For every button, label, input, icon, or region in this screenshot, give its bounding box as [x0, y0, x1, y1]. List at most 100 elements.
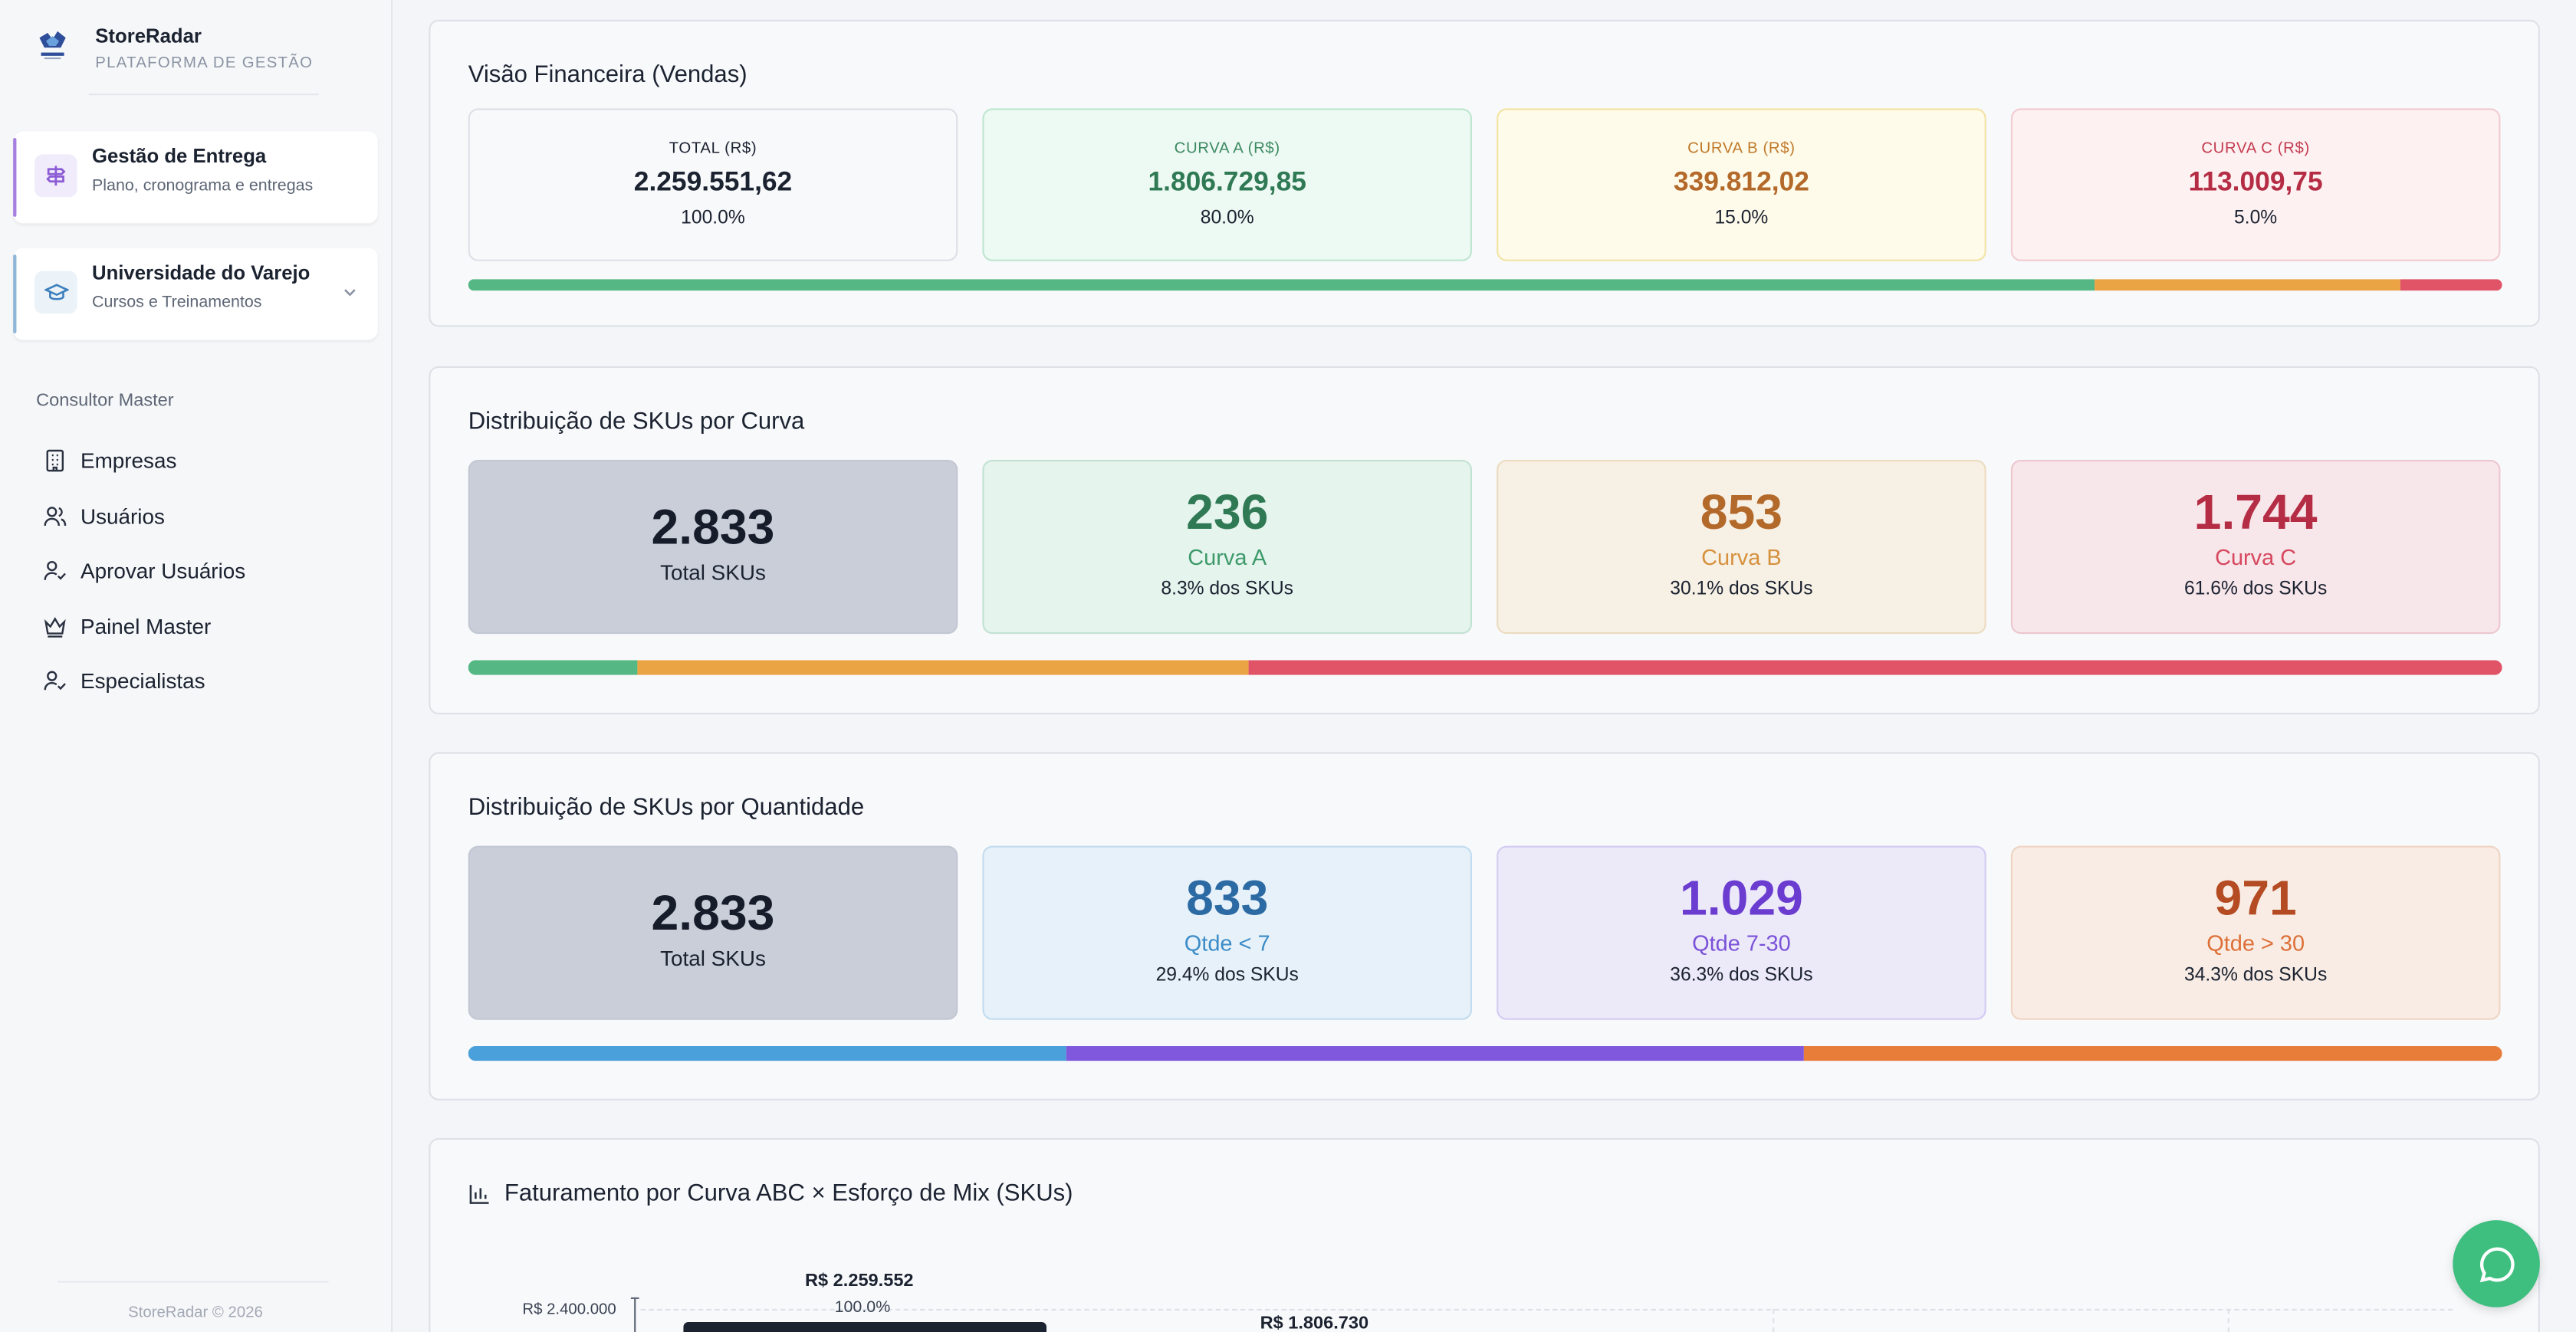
- chat-button[interactable]: [2453, 1220, 2540, 1307]
- nav-card-gestao-entrega[interactable]: Gestão de Entrega Plano, cronograma e en…: [13, 131, 378, 224]
- tile-pct: 80.0%: [1200, 208, 1254, 228]
- tile-value: 113.009,75: [2188, 167, 2323, 198]
- fin-tile-curva-b: CURVA B (R$) 339.812,02 15.0%: [1497, 108, 1986, 261]
- bar-pct-label: 100.0%: [834, 1299, 891, 1317]
- tile-pct: 100.0%: [681, 208, 745, 228]
- tile-value: 2.259.551,62: [633, 167, 793, 198]
- bar-total[interactable]: [683, 1322, 1046, 1332]
- card-subtitle: Cursos e Treinamentos: [92, 294, 262, 313]
- qtde-tile-7-30: 1.029 Qtde 7-30 36.3% dos SKUs: [1497, 845, 1986, 1020]
- card-title: Universidade do Varejo: [92, 261, 310, 284]
- brand-subtitle: PLATAFORMA DE GESTÃO: [95, 54, 314, 73]
- curva-tile-a: 236 Curva A 8.3% dos SKUs: [982, 460, 1472, 635]
- divider: [88, 94, 319, 96]
- tile-sub: 61.6% dos SKUs: [2183, 579, 2328, 600]
- brand-name: StoreRadar: [95, 25, 202, 48]
- panel-header: Faturamento por Curva ABC × Esforço de M…: [468, 1181, 1073, 1207]
- bar-chart-icon: [469, 1185, 489, 1204]
- tile-label: Qtde 7-30: [1692, 931, 1791, 956]
- users-icon: [44, 506, 67, 526]
- footer: StoreRadar © 2026: [128, 1304, 263, 1322]
- tile-sub: 30.1% dos SKUs: [1670, 579, 1813, 600]
- financeiro-share-bar: [468, 279, 2502, 291]
- grid-line: [1773, 1308, 1775, 1332]
- divider: [58, 1281, 329, 1283]
- panel-visao-financeira: Visão Financeira (Vendas) TOTAL (R$) 2.2…: [429, 19, 2540, 327]
- grid-line: [640, 1308, 2453, 1311]
- sidebar-item-label: Especialistas: [80, 668, 205, 694]
- sidebar-item-label: Painel Master: [80, 613, 212, 639]
- bar-segment-2: [636, 660, 1250, 675]
- tile-label: CURVA C (R$): [2201, 139, 2310, 158]
- sidebar-item-especialistas[interactable]: Especialistas: [43, 654, 246, 709]
- tile-sub: 36.3% dos SKUs: [1670, 966, 1813, 986]
- sidebar-item-painel-master[interactable]: Painel Master: [43, 599, 246, 654]
- tile-value: 339.812,02: [1673, 167, 1809, 198]
- panel-faturamento: Faturamento por Curva ABC × Esforço de M…: [429, 1138, 2540, 1332]
- sidebar-item-aprovar-usuarios[interactable]: Aprovar Usuários: [43, 543, 246, 599]
- card-accent: [13, 254, 17, 333]
- card-subtitle: Plano, cronograma e entregas: [92, 177, 314, 195]
- crown-icon: [44, 616, 66, 638]
- tile-label: Curva C: [2215, 545, 2297, 570]
- tile-label: Qtde < 7: [1184, 931, 1270, 956]
- bar-segment-3: [2400, 279, 2502, 291]
- signpost-icon: [34, 154, 77, 198]
- sidebar: StoreRadar PLATAFORMA DE GESTÃO Gestão d…: [0, 0, 393, 1332]
- section-label: Consultor Master: [36, 390, 174, 411]
- sidebar-item-usuarios[interactable]: Usuários: [43, 489, 246, 544]
- tile-label: Curva B: [1701, 545, 1782, 570]
- bar-segment-3: [1804, 1046, 2502, 1061]
- card-title: Gestão de Entrega: [92, 144, 267, 168]
- bar-segment-3: [1249, 660, 2502, 675]
- qtde-tile-lt7: 833 Qtde < 7 29.4% dos SKUs: [982, 845, 1472, 1020]
- nav-card-universidade[interactable]: Universidade do Varejo Cursos e Treiname…: [13, 248, 378, 340]
- chevron-down-icon[interactable]: [342, 284, 358, 300]
- bar-segment-2: [2095, 279, 2400, 291]
- sidebar-item-label: Usuários: [80, 504, 165, 529]
- bar-value-label: R$ 1.806.730: [1260, 1314, 1369, 1332]
- sidebar-menu: Empresas Usuários Aprovar Usuários Paine…: [43, 434, 246, 709]
- tile-label: Total SKUs: [660, 946, 766, 971]
- tile-sub: 34.3% dos SKUs: [2183, 966, 2328, 986]
- panel-title: Distribuição de SKUs por Quantidade: [468, 795, 865, 822]
- tile-pct: 15.0%: [1714, 208, 1769, 228]
- tile-value: 1.806.729,85: [1148, 167, 1306, 198]
- grid-line: [2227, 1308, 2229, 1332]
- graduation-cap-icon: [34, 271, 77, 314]
- tile-value: 971: [2214, 871, 2297, 927]
- building-icon: [46, 450, 64, 472]
- card-accent: [13, 138, 17, 217]
- tile-value: 2.833: [651, 887, 775, 941]
- bar-segment-2: [1066, 1046, 1805, 1061]
- tile-label: Curva A: [1188, 545, 1267, 570]
- tile-value: 853: [1700, 486, 1783, 540]
- panel-title: Faturamento por Curva ABC × Esforço de M…: [504, 1180, 1073, 1207]
- bar-segment-1: [468, 279, 2095, 291]
- tile-value: 833: [1186, 871, 1269, 927]
- panel-title: Distribuição de SKUs por Curva: [468, 408, 805, 435]
- y-tick-label: R$ 2.400.000: [522, 1301, 616, 1319]
- fin-tile-total: TOTAL (R$) 2.259.551,62 100.0%: [468, 108, 958, 261]
- curva-tile-b: 853 Curva B 30.1% dos SKUs: [1497, 460, 1986, 635]
- tile-value: 2.833: [651, 500, 775, 556]
- qtde-tile-gt30: 971 Qtde > 30 34.3% dos SKUs: [2010, 845, 2501, 1020]
- sidebar-item-label: Empresas: [80, 448, 177, 474]
- curva-tile-total: 2.833 Total SKUs: [468, 460, 958, 635]
- sidebar-item-label: Aprovar Usuários: [80, 559, 246, 584]
- fin-tile-curva-c: CURVA C (R$) 113.009,75 5.0%: [2010, 108, 2501, 261]
- tile-label: CURVA A (R$): [1174, 139, 1280, 158]
- tile-label: Qtde > 30: [2206, 931, 2305, 956]
- brand[interactable]: StoreRadar PLATAFORMA DE GESTÃO: [33, 21, 313, 72]
- tile-value: 1.029: [1679, 871, 1803, 927]
- panel-title: Visão Financeira (Vendas): [468, 62, 748, 89]
- curva-tile-c: 1.744 Curva C 61.6% dos SKUs: [2010, 460, 2501, 635]
- sidebar-item-empresas[interactable]: Empresas: [43, 434, 246, 489]
- tile-sub: 29.4% dos SKUs: [1155, 966, 1299, 986]
- tile-value: 236: [1186, 486, 1269, 540]
- bar-segment-1: [468, 660, 637, 675]
- user-check-icon: [44, 671, 66, 691]
- tile-pct: 5.0%: [2234, 208, 2278, 228]
- quantidade-share-bar: [468, 1046, 2502, 1061]
- bar-segment-1: [468, 1046, 1066, 1061]
